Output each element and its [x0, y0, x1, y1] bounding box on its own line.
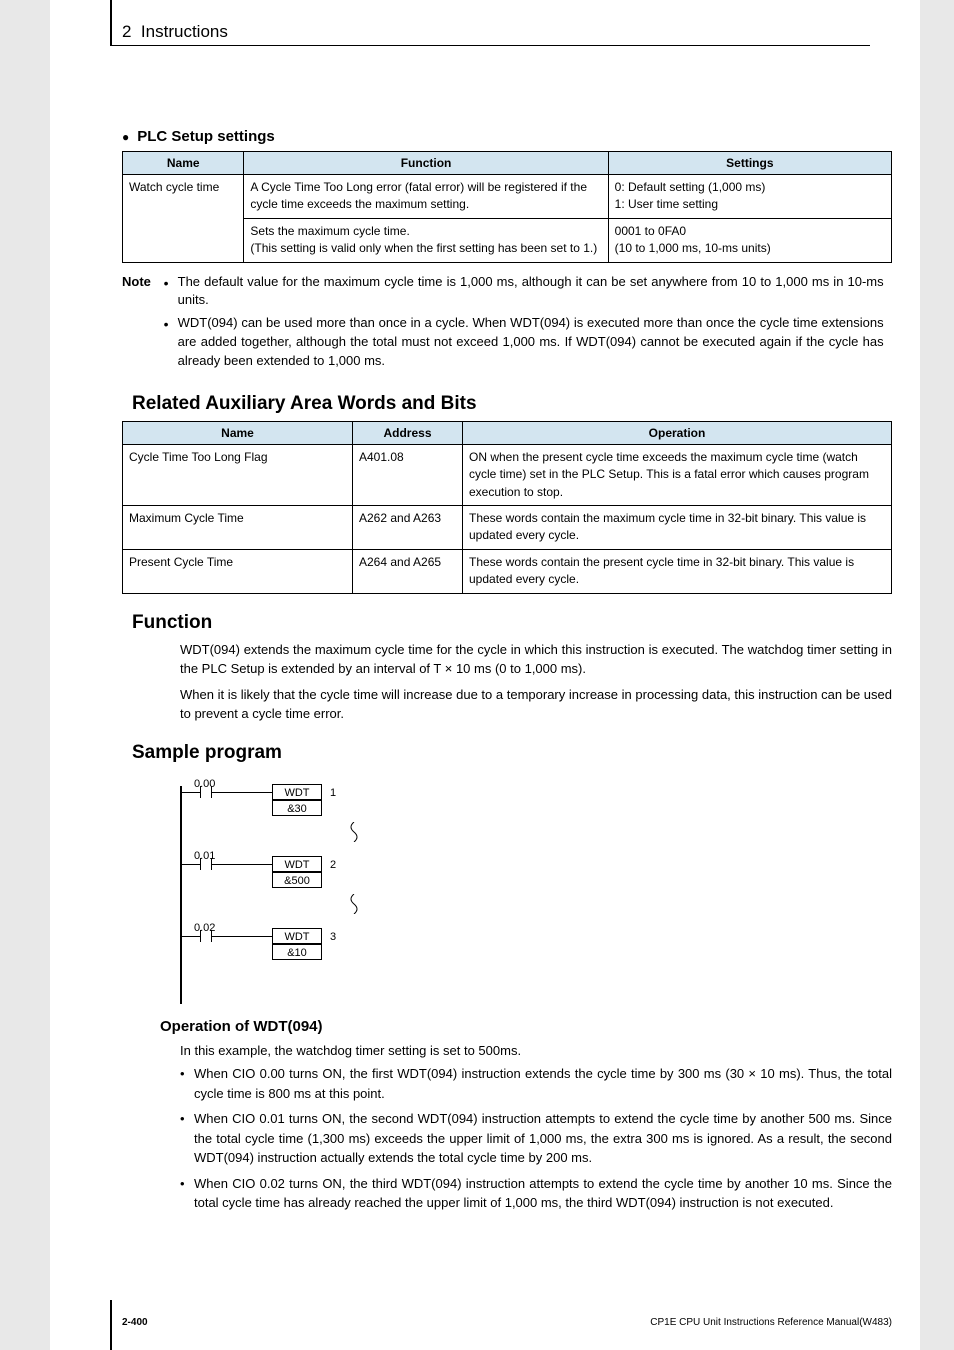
th-settings: Settings: [608, 152, 891, 175]
contact-icon: [200, 858, 212, 870]
contact-icon: [200, 786, 212, 798]
note-items: The default value for the maximum cycle …: [164, 273, 884, 375]
note-block: Note The default value for the maximum c…: [122, 273, 892, 375]
page: 2 Instructions PLC Setup settings Name F…: [50, 0, 920, 1350]
cell-func1: A Cycle Time Too Long error (fatal error…: [244, 175, 608, 219]
th-function: Function: [244, 152, 608, 175]
instruction-box: WDT: [272, 928, 322, 944]
header-rule-horizontal: [110, 45, 870, 46]
sett2b: (10 to 1,000 ms, 10-ms units): [615, 240, 885, 257]
aux-heading: Related Auxiliary Area Words and Bits: [122, 393, 892, 415]
header-rule-left: [110, 0, 112, 45]
note-label: Note: [122, 273, 160, 292]
function-p2: When it is likely that the cycle time wi…: [180, 685, 892, 724]
sett1a: 0: Default setting (1,000 ms): [615, 179, 885, 196]
function-heading: Function: [122, 612, 892, 634]
page-number: 2-400: [122, 1317, 148, 1328]
table-row: Cycle Time Too Long Flag A401.08 ON when…: [123, 444, 892, 505]
ladder-diagram: 0.00 WDT &30 1 0.01 WDT &500 2: [180, 774, 390, 1004]
operation-heading: Operation of WDT(094): [160, 1018, 892, 1035]
operation-intro: In this example, the watchdog timer sett…: [180, 1041, 892, 1061]
table-header-row: Name Function Settings: [123, 152, 892, 175]
th-name: Name: [123, 421, 353, 444]
table-row: Present Cycle Time A264 and A265 These w…: [123, 549, 892, 593]
param-box: &500: [272, 872, 322, 888]
chapter-title-text: Instructions: [141, 22, 228, 41]
th-operation: Operation: [463, 421, 892, 444]
operation-item: When CIO 0.01 turns ON, the second WDT(0…: [180, 1109, 892, 1168]
contact-icon: [200, 930, 212, 942]
rung-number: 3: [330, 931, 336, 943]
wire: [212, 792, 272, 793]
cell: These words contain the present cycle ti…: [463, 549, 892, 593]
table-row: Maximum Cycle Time A262 and A263 These w…: [123, 505, 892, 549]
note-item: The default value for the maximum cycle …: [164, 273, 884, 311]
cell: Maximum Cycle Time: [123, 505, 353, 549]
manual-title: CP1E CPU Unit Instructions Reference Man…: [650, 1317, 892, 1328]
squiggle-icon: [348, 822, 360, 842]
wire: [212, 864, 272, 865]
cell: A262 and A263: [353, 505, 463, 549]
cell-func2: Sets the maximum cycle time. (This setti…: [244, 218, 608, 262]
plc-setup-table: Name Function Settings Watch cycle time …: [122, 151, 892, 263]
operation-item: When CIO 0.02 turns ON, the third WDT(09…: [180, 1174, 892, 1213]
note-item: WDT(094) can be used more than once in a…: [164, 314, 884, 371]
func2b: (This setting is valid only when the fir…: [250, 240, 601, 257]
ladder-rail: [180, 786, 182, 1004]
cell-sett2: 0001 to 0FA0 (10 to 1,000 ms, 10-ms unit…: [608, 218, 891, 262]
aux-table: Name Address Operation Cycle Time Too Lo…: [122, 421, 892, 594]
sample-heading: Sample program: [122, 742, 892, 764]
cell: These words contain the maximum cycle ti…: [463, 505, 892, 549]
param-box: &30: [272, 800, 322, 816]
cell-name: Watch cycle time: [123, 175, 244, 263]
wire: [212, 936, 272, 937]
sett2a: 0001 to 0FA0: [615, 223, 885, 240]
cell-sett1: 0: Default setting (1,000 ms) 1: User ti…: [608, 175, 891, 219]
th-name: Name: [123, 152, 244, 175]
table-header-row: Name Address Operation: [123, 421, 892, 444]
cell: Present Cycle Time: [123, 549, 353, 593]
cell: A401.08: [353, 444, 463, 505]
plc-setup-heading: PLC Setup settings: [122, 128, 892, 145]
param-box: &10: [272, 944, 322, 960]
instruction-box: WDT: [272, 784, 322, 800]
cell: A264 and A265: [353, 549, 463, 593]
squiggle-icon: [348, 894, 360, 914]
table-row: Watch cycle time A Cycle Time Too Long e…: [123, 175, 892, 219]
operation-item: When CIO 0.00 turns ON, the first WDT(09…: [180, 1064, 892, 1103]
footer-rule-left: [110, 1300, 112, 1350]
content-area: PLC Setup settings Name Function Setting…: [122, 128, 892, 1219]
chapter-number: 2: [122, 22, 131, 41]
operation-list: When CIO 0.00 turns ON, the first WDT(09…: [180, 1064, 892, 1213]
cell: ON when the present cycle time exceeds t…: [463, 444, 892, 505]
sett1b: 1: User time setting: [615, 196, 885, 213]
rung-number: 2: [330, 859, 336, 871]
th-address: Address: [353, 421, 463, 444]
instruction-box: WDT: [272, 856, 322, 872]
func2a: Sets the maximum cycle time.: [250, 223, 601, 240]
cell: Cycle Time Too Long Flag: [123, 444, 353, 505]
function-p1: WDT(094) extends the maximum cycle time …: [180, 640, 892, 679]
page-footer: 2-400 CP1E CPU Unit Instructions Referen…: [122, 1317, 892, 1328]
rung-number: 1: [330, 787, 336, 799]
chapter-header: 2 Instructions: [122, 22, 228, 42]
